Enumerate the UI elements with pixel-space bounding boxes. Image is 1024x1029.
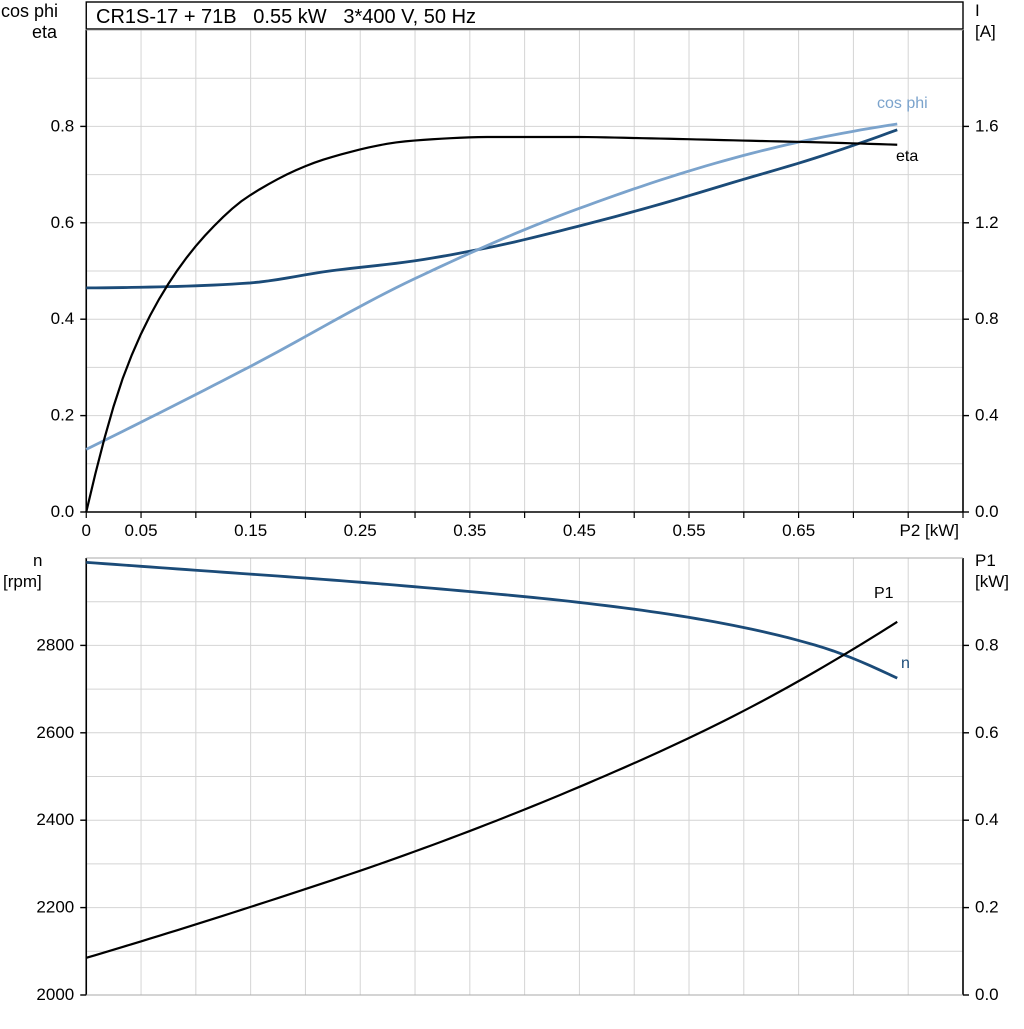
svg-text:0.0: 0.0 bbox=[975, 985, 999, 1004]
svg-text:0.65: 0.65 bbox=[782, 521, 815, 540]
svg-text:n: n bbox=[33, 551, 42, 570]
svg-text:0.4: 0.4 bbox=[975, 810, 999, 829]
svg-text:eta: eta bbox=[32, 22, 58, 42]
svg-text:cos phi: cos phi bbox=[1, 1, 58, 21]
svg-text:2400: 2400 bbox=[36, 810, 74, 829]
svg-text:0.0: 0.0 bbox=[975, 502, 999, 521]
svg-text:0.0: 0.0 bbox=[51, 502, 75, 521]
svg-text:P2 [kW]: P2 [kW] bbox=[899, 521, 959, 540]
svg-text:[A]: [A] bbox=[975, 22, 996, 41]
svg-text:0.2: 0.2 bbox=[51, 406, 75, 425]
svg-text:0.55: 0.55 bbox=[672, 521, 705, 540]
svg-text:0.4: 0.4 bbox=[51, 309, 75, 328]
svg-text:2800: 2800 bbox=[36, 635, 74, 654]
svg-text:0.2: 0.2 bbox=[975, 898, 999, 917]
svg-text:0.35: 0.35 bbox=[453, 521, 486, 540]
svg-text:0.6: 0.6 bbox=[51, 213, 75, 232]
svg-text:0.6: 0.6 bbox=[975, 723, 999, 742]
svg-text:[rpm]: [rpm] bbox=[3, 572, 42, 591]
svg-text:1.6: 1.6 bbox=[975, 116, 999, 135]
svg-text:0.4: 0.4 bbox=[975, 406, 999, 425]
svg-text:0.8: 0.8 bbox=[975, 309, 999, 328]
svg-text:P1: P1 bbox=[975, 551, 996, 570]
svg-text:2000: 2000 bbox=[36, 985, 74, 1004]
svg-text:I: I bbox=[975, 1, 980, 20]
svg-text:P1: P1 bbox=[874, 585, 894, 602]
svg-text:1.2: 1.2 bbox=[975, 213, 999, 232]
svg-text:0.8: 0.8 bbox=[975, 635, 999, 654]
svg-text:n: n bbox=[901, 655, 910, 672]
svg-text:eta: eta bbox=[896, 148, 918, 165]
svg-text:0.8: 0.8 bbox=[51, 116, 75, 135]
svg-text:0.05: 0.05 bbox=[125, 521, 158, 540]
svg-text:cos phi: cos phi bbox=[877, 95, 928, 112]
svg-text:0.45: 0.45 bbox=[563, 521, 596, 540]
svg-text:0: 0 bbox=[82, 521, 91, 540]
svg-text:0.15: 0.15 bbox=[234, 521, 267, 540]
svg-text:0.25: 0.25 bbox=[344, 521, 377, 540]
svg-text:2600: 2600 bbox=[36, 723, 74, 742]
svg-text:CR1S-17 + 71B 0.55 kW 3*40: CR1S-17 + 71B 0.55 kW 3*400 V, 50 Hz bbox=[96, 6, 476, 28]
svg-text:[kW]: [kW] bbox=[975, 572, 1009, 591]
svg-text:2200: 2200 bbox=[36, 898, 74, 917]
